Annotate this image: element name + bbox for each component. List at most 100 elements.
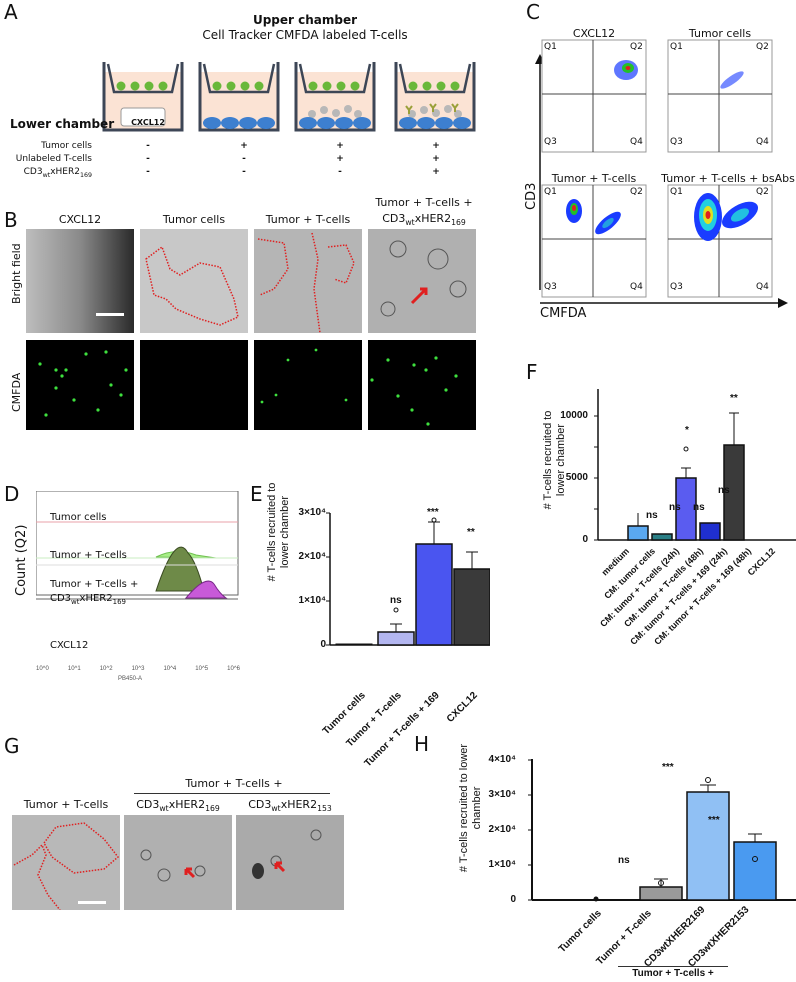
q4-label: Q4	[630, 137, 643, 147]
q3-label: Q3	[670, 282, 683, 292]
row-label-bsab: CD3wtxHER2169	[23, 167, 92, 179]
panel-label-f: F	[526, 360, 538, 384]
lower-chamber-label: Lower chamber	[10, 117, 115, 131]
g-col-tumor-tcells: Tumor + T-cells	[23, 798, 109, 811]
c-y-axis-label: CD3	[524, 182, 539, 210]
panel-label-c: C	[526, 0, 540, 24]
f-ytick: 5000	[565, 472, 588, 483]
q4-label: Q4	[630, 282, 643, 292]
cmfda-image-bsab	[368, 340, 476, 430]
condition-matrix: - + + + - - + + - - - +	[146, 141, 440, 177]
f-sig: ns	[718, 485, 730, 496]
arrow-icon	[274, 861, 286, 873]
h-group-label: Tumor + T-cells +	[632, 968, 714, 979]
e-ytick: 1×10⁴	[298, 595, 326, 606]
e-sig: ns	[390, 595, 402, 606]
panel-label-e: E	[250, 482, 263, 506]
h-xtick: Tumor cells	[556, 908, 604, 955]
e-xtick: CXCL12	[444, 690, 480, 725]
q3-label: Q3	[670, 137, 683, 147]
histogram-overlay	[36, 491, 239, 596]
h-sig: ***	[708, 815, 720, 826]
panel-label-h: H	[414, 732, 430, 756]
cmfda-image-tumor	[140, 340, 248, 430]
brightfield-image-bsab	[368, 229, 476, 333]
q3-label: Q3	[544, 282, 557, 292]
b-row-cmfda: CMFDA	[10, 372, 23, 412]
bar-chart-f	[594, 389, 796, 541]
upper-chamber-subtitle: Cell Tracker CMFDA labeled T-cells	[202, 28, 408, 42]
condition-row-labels: Tumor cells Unlabeled T-cells CD3wtxHER2…	[0, 140, 92, 182]
brightfield-image-tumor	[140, 229, 248, 333]
g-group-label: Tumor + T-cells +	[185, 777, 283, 790]
f-sig: **	[730, 393, 738, 404]
d-track-bsab: Tumor + T-cells + CD3wtxHER2169	[50, 579, 139, 606]
cmfda-image-cxcl12	[26, 340, 134, 430]
h-ytick: 2×10⁴	[488, 824, 516, 835]
q1-label: Q1	[670, 187, 683, 197]
h-ytick: 0	[510, 894, 516, 905]
g-image-153	[236, 815, 344, 910]
b-col-cxcl12: CXCL12	[58, 213, 102, 226]
transwell-diagram	[102, 62, 376, 132]
g-group-line	[134, 793, 330, 794]
q1-label: Q1	[544, 42, 557, 52]
brightfield-image-cxcl12	[26, 229, 134, 333]
d-y-axis-label: Count (Q2)	[14, 524, 29, 596]
h-ytick: 1×10⁴	[488, 859, 516, 870]
g-image-169	[124, 815, 232, 910]
b-col-tumor: Tumor cells	[162, 213, 226, 226]
q2-label: Q2	[756, 42, 769, 52]
h-ytick: 3×10⁴	[488, 789, 516, 800]
bar-chart-e	[326, 512, 490, 646]
row-label-unlabeled-tcells: Unlabeled T-cells	[15, 154, 92, 164]
panel-label-a: A	[4, 0, 18, 24]
q2-label: Q2	[630, 187, 643, 197]
h-group-line	[618, 966, 728, 967]
arrow-icon	[184, 867, 196, 879]
c-plot-title-tumor-tcells: Tumor + T-cells	[551, 172, 637, 185]
h-ytick: 4×10⁴	[488, 754, 516, 765]
h-sig: ns	[618, 855, 630, 866]
d-x-axis-label: PB450-A	[118, 676, 143, 682]
c-plot-title-cxcl12: CXCL12	[572, 27, 616, 40]
f-sig: *	[685, 425, 689, 436]
d-track-tumor: Tumor cells	[50, 512, 107, 523]
transwell-well-4	[394, 62, 476, 132]
f-sig: ns	[669, 502, 681, 513]
e-ytick: 3×10⁴	[298, 507, 326, 518]
b-col-tumor-tcells: Tumor + T-cells	[265, 213, 351, 226]
d-x-ticks: 10^0 10^1 10^2 10^3 10^4 10^5 10^6	[36, 666, 240, 672]
d-track-tumor-tcells: Tumor + T-cells	[50, 550, 127, 561]
brightfield-image-tumor-tcells	[254, 229, 362, 333]
q4-label: Q4	[756, 282, 769, 292]
q1-label: Q1	[670, 42, 683, 52]
f-ytick: 0	[582, 534, 588, 545]
q3-label: Q3	[544, 137, 557, 147]
c-plot-title-tumor: Tumor cells	[688, 27, 752, 40]
e-ytick: 0	[320, 639, 326, 650]
bar-chart-h	[528, 759, 796, 902]
row-label-tumor-cells: Tumor cells	[41, 141, 92, 151]
e-sig: **	[467, 527, 475, 538]
f-sig: ns	[693, 502, 705, 513]
q1-label: Q1	[544, 187, 557, 197]
upper-chamber-title: Upper chamber	[252, 13, 358, 27]
h-y-axis-label: # T-cells recruited to lower chamber	[458, 743, 483, 873]
scale-bar	[78, 901, 106, 904]
g-col-153: CD3wtxHER2153	[248, 798, 332, 814]
cmfda-dots	[38, 348, 458, 426]
arrow-icon	[410, 287, 428, 305]
panel-label-b: B	[4, 208, 18, 232]
f-sig: ns	[646, 510, 658, 521]
d-track-cxcl12: CXCL12	[50, 640, 89, 651]
cmfda-image-tumor-tcells	[254, 340, 362, 430]
g-col-169: CD3wtxHER2169	[136, 798, 220, 814]
q2-label: Q2	[756, 187, 769, 197]
panel-label-d: D	[4, 482, 20, 506]
q4-label: Q4	[756, 137, 769, 147]
e-sig: ***	[427, 507, 439, 518]
panel-label-g: G	[4, 734, 20, 758]
f-ytick: 10000	[560, 410, 588, 421]
h-sig: ***	[662, 762, 674, 773]
